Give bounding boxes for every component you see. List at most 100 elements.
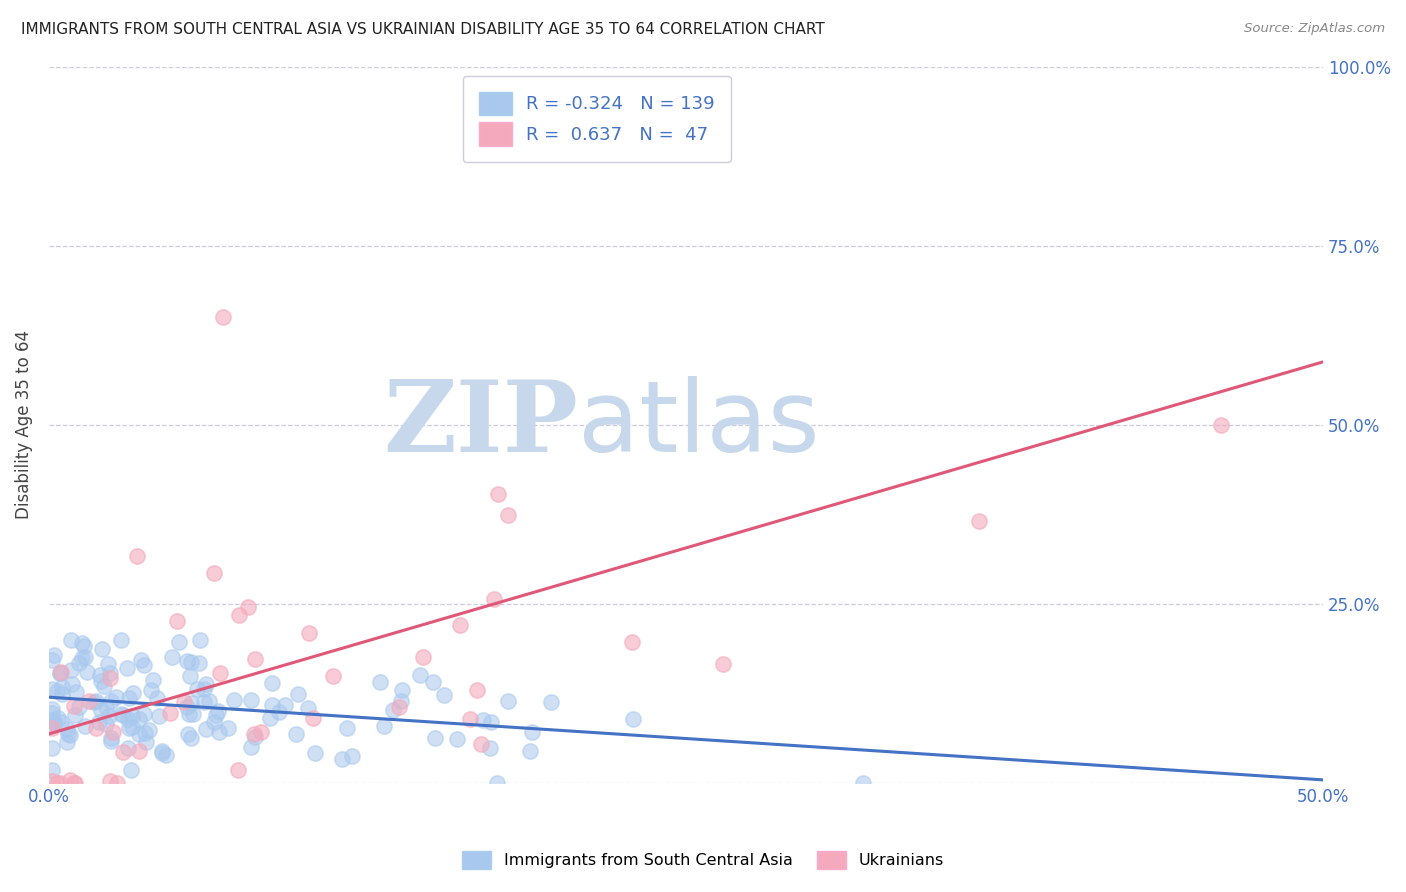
Point bbox=[540, 695, 562, 709]
Point bbox=[208, 665, 231, 680]
Point bbox=[84, 722, 107, 736]
Point bbox=[388, 700, 411, 714]
Point bbox=[41, 773, 63, 788]
Point bbox=[423, 731, 446, 746]
Point bbox=[58, 772, 80, 787]
Point bbox=[155, 748, 177, 763]
Point bbox=[193, 682, 215, 697]
Point bbox=[287, 687, 309, 701]
Point bbox=[373, 719, 395, 733]
Point bbox=[63, 699, 86, 714]
Point bbox=[269, 705, 291, 719]
Point bbox=[90, 703, 112, 717]
Point bbox=[63, 776, 86, 790]
Point bbox=[98, 665, 121, 680]
Point bbox=[117, 722, 139, 736]
Point bbox=[177, 727, 200, 741]
Point bbox=[180, 731, 202, 746]
Point bbox=[472, 713, 495, 727]
Point bbox=[150, 747, 173, 761]
Point bbox=[129, 653, 152, 667]
Point bbox=[160, 649, 183, 664]
Point bbox=[389, 693, 412, 707]
Point bbox=[181, 706, 204, 721]
Legend: Immigrants from South Central Asia, Ukrainians: Immigrants from South Central Asia, Ukra… bbox=[456, 845, 950, 875]
Point bbox=[322, 669, 344, 683]
Point bbox=[132, 706, 155, 721]
Point bbox=[482, 591, 505, 606]
Point bbox=[49, 714, 72, 729]
Point bbox=[90, 673, 112, 688]
Point bbox=[125, 549, 148, 563]
Point bbox=[120, 764, 142, 778]
Point bbox=[180, 696, 202, 710]
Point bbox=[100, 694, 122, 708]
Point bbox=[188, 632, 211, 647]
Point bbox=[150, 744, 173, 758]
Point bbox=[176, 654, 198, 668]
Point bbox=[202, 715, 225, 730]
Text: ZIP: ZIP bbox=[382, 376, 578, 473]
Point bbox=[479, 741, 502, 756]
Point bbox=[112, 707, 135, 722]
Point bbox=[51, 680, 73, 694]
Point bbox=[142, 673, 165, 687]
Point bbox=[342, 749, 364, 764]
Point bbox=[301, 711, 323, 725]
Point bbox=[93, 679, 115, 693]
Point bbox=[112, 746, 135, 760]
Point bbox=[76, 665, 98, 680]
Point bbox=[496, 508, 519, 522]
Point bbox=[180, 655, 202, 669]
Point bbox=[496, 694, 519, 708]
Point bbox=[159, 706, 181, 721]
Point bbox=[46, 776, 69, 790]
Point bbox=[194, 676, 217, 690]
Point bbox=[72, 640, 94, 654]
Point bbox=[486, 486, 509, 500]
Point bbox=[297, 700, 319, 714]
Point bbox=[128, 712, 150, 726]
Point bbox=[98, 773, 121, 788]
Point bbox=[449, 617, 471, 632]
Point bbox=[121, 708, 143, 723]
Point bbox=[205, 708, 228, 723]
Point bbox=[193, 695, 215, 709]
Point bbox=[128, 743, 150, 757]
Point bbox=[207, 704, 229, 718]
Point bbox=[179, 669, 201, 683]
Point bbox=[167, 635, 190, 649]
Point bbox=[101, 725, 124, 739]
Point bbox=[187, 657, 209, 671]
Point bbox=[335, 721, 357, 735]
Point bbox=[132, 658, 155, 673]
Point bbox=[166, 615, 188, 629]
Point bbox=[56, 727, 79, 741]
Point bbox=[115, 661, 138, 675]
Point bbox=[176, 700, 198, 714]
Point bbox=[433, 688, 456, 702]
Point bbox=[105, 776, 128, 790]
Point bbox=[422, 675, 444, 690]
Point bbox=[330, 752, 353, 766]
Point bbox=[274, 698, 297, 713]
Point bbox=[711, 145, 734, 160]
Point bbox=[250, 725, 273, 739]
Point bbox=[458, 713, 481, 727]
Point bbox=[128, 727, 150, 741]
Point bbox=[211, 310, 233, 325]
Point bbox=[110, 707, 132, 722]
Y-axis label: Disability Age 35 to 64: Disability Age 35 to 64 bbox=[15, 330, 32, 519]
Point bbox=[621, 712, 644, 726]
Point bbox=[100, 734, 122, 748]
Point bbox=[186, 681, 208, 696]
Point bbox=[122, 686, 145, 700]
Point bbox=[49, 776, 72, 790]
Point bbox=[56, 723, 79, 737]
Point bbox=[298, 625, 321, 640]
Text: IMMIGRANTS FROM SOUTH CENTRAL ASIA VS UKRAINIAN DISABILITY AGE 35 TO 64 CORRELAT: IMMIGRANTS FROM SOUTH CENTRAL ASIA VS UK… bbox=[21, 22, 825, 37]
Point bbox=[41, 706, 63, 720]
Point bbox=[105, 690, 128, 704]
Point bbox=[59, 728, 82, 742]
Legend: R = -0.324   N = 139, R =  0.637   N =  47: R = -0.324 N = 139, R = 0.637 N = 47 bbox=[463, 76, 731, 161]
